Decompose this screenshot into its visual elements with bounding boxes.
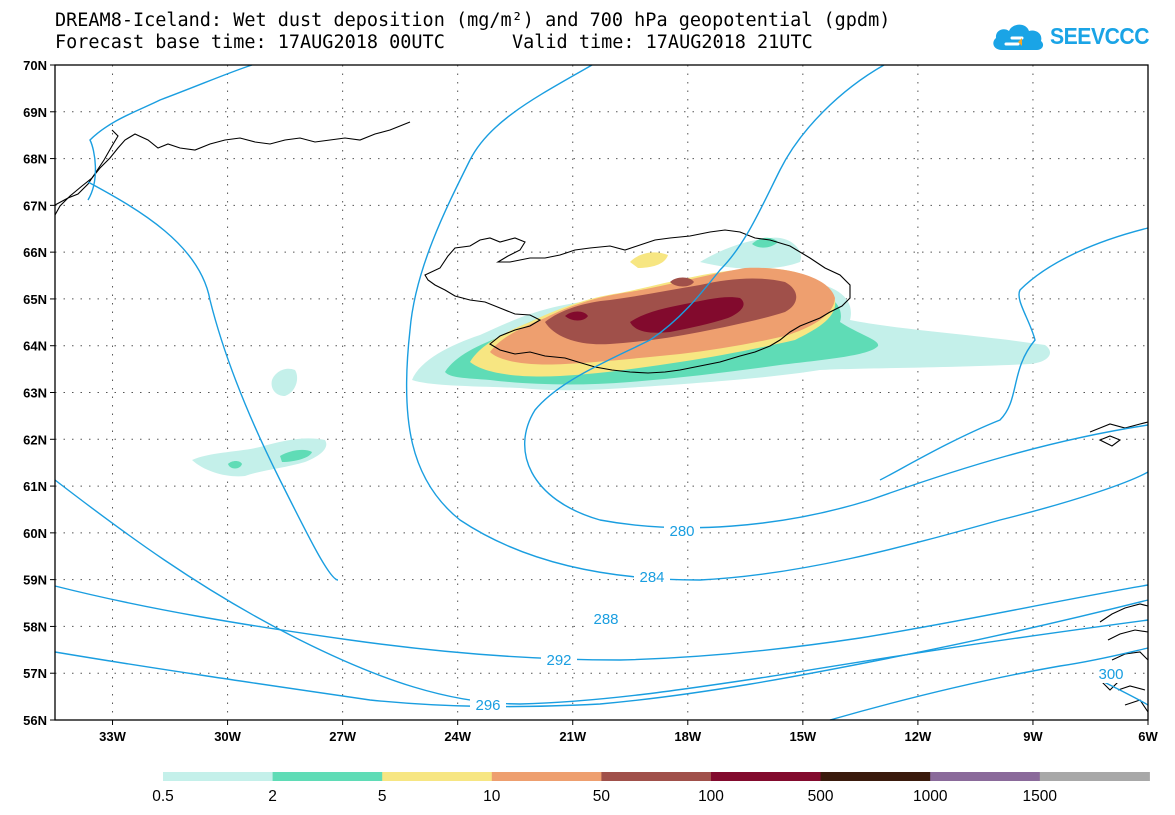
colorbar: 0.5 2 5 10 50 100 500 1000 1500	[152, 772, 1150, 805]
lat-tick-label: 68N	[23, 152, 47, 167]
colorbar-label: 0.5	[152, 788, 174, 805]
dust-deposition-field	[192, 237, 1050, 477]
contour-right	[879, 227, 1149, 481]
lon-tick-label: 30W	[214, 729, 241, 744]
logo-text: SEEVCCC	[1050, 22, 1150, 49]
lat-tick-label: 56N	[23, 713, 47, 728]
cloud-icon	[993, 24, 1044, 50]
lat-tick-label: 62N	[23, 432, 47, 447]
lat-tick-label: 64N	[23, 339, 47, 354]
lat-tick-label: 63N	[23, 386, 47, 401]
contour-inner	[524, 64, 1149, 529]
contour-center-trough	[405, 64, 1149, 581]
faroe-coast	[1089, 421, 1149, 433]
contour-labels: 280 284 288 292 296 300	[470, 522, 1128, 714]
dust-shade-0.5-b	[700, 237, 801, 269]
lon-tick-label: 33W	[99, 729, 126, 744]
colorbar-swatch	[1039, 772, 1150, 781]
colorbar-swatch	[711, 772, 822, 781]
colorbar-swatch	[930, 772, 1041, 781]
lat-tick-label: 58N	[23, 619, 47, 634]
dust-shade-50-b	[670, 277, 694, 287]
lon-tick-label: 18W	[674, 729, 701, 744]
lon-tick-label: 15W	[789, 729, 816, 744]
greenland-coast	[54, 121, 411, 216]
colorbar-swatch	[491, 772, 602, 781]
map-axes: 33W 30W 27W 24W 21W 18W 15W 12W 9W 6W 56N 57N 58N 59N…	[23, 58, 1158, 744]
faroe-coast-b	[1098, 435, 1122, 447]
colorbar-label: 2	[268, 788, 277, 805]
lon-tick-label: 6W	[1138, 729, 1158, 744]
colorbar-swatch	[163, 772, 274, 781]
contour-label-288: 288	[593, 611, 618, 628]
lat-tick-label: 61N	[23, 479, 47, 494]
iceland-coast	[424, 229, 851, 374]
dust-shade-0.5-d	[192, 438, 327, 477]
map-title: DREAM8-Iceland: Wet dust deposition (mg/…	[55, 10, 891, 31]
lat-tick-label: 67N	[23, 198, 47, 213]
lat-tick-label: 70N	[23, 58, 47, 73]
colorbar-swatch	[820, 772, 931, 781]
contour-left-arc	[87, 181, 339, 581]
lon-tick-label: 21W	[559, 729, 586, 744]
contour-292	[54, 599, 1149, 708]
contour-left-trough	[87, 64, 253, 201]
lat-tick-label: 60N	[23, 526, 47, 541]
colorbar-label: 5	[378, 788, 387, 805]
colorbar-label: 1500	[1023, 788, 1058, 805]
lon-tick-label: 27W	[329, 729, 356, 744]
colorbar-swatch	[382, 772, 493, 781]
contour-label-280: 280	[669, 523, 694, 540]
dust-shade-100-b	[565, 311, 588, 321]
colorbar-label: 1000	[913, 788, 948, 805]
colorbar-swatch	[272, 772, 383, 781]
contour-296	[829, 647, 1149, 721]
geopotential-contours	[54, 64, 1149, 721]
contour-288	[54, 584, 1149, 661]
dust-shade-0.5-c	[271, 368, 298, 396]
lat-tick-label: 66N	[23, 245, 47, 260]
lon-tick-label: 12W	[905, 729, 932, 744]
lat-tick-label: 65N	[23, 292, 47, 307]
forecast-base-time: Forecast base time: 17AUG2018 00UTC	[55, 32, 445, 53]
lat-tick-label: 69N	[23, 105, 47, 120]
contour-284	[54, 479, 1149, 705]
colorbar-label: 10	[483, 788, 501, 805]
contour-label-284: 284	[639, 569, 664, 586]
dust-shade-2-c	[280, 449, 312, 462]
valid-time: Valid time: 17AUG2018 21UTC	[512, 32, 813, 53]
colorbar-label: 100	[698, 788, 724, 805]
contour-label-296: 296	[475, 697, 500, 714]
colorbar-label: 50	[593, 788, 611, 805]
contour-label-292: 292	[546, 652, 571, 669]
dust-shade-2-b	[228, 461, 242, 469]
dust-shade-100	[630, 297, 744, 333]
scotland-coast	[1099, 603, 1149, 713]
colorbar-label: 500	[808, 788, 834, 805]
colorbar-swatch	[601, 772, 712, 781]
lat-tick-label: 59N	[23, 573, 47, 588]
contour-label-300: 300	[1098, 666, 1123, 683]
lon-tick-label: 9W	[1023, 729, 1043, 744]
lon-tick-label: 24W	[444, 729, 471, 744]
seevccc-logo: SEEVCCC	[990, 18, 1158, 54]
dust-shade-5-b	[630, 252, 668, 268]
lat-tick-label: 57N	[23, 666, 47, 681]
